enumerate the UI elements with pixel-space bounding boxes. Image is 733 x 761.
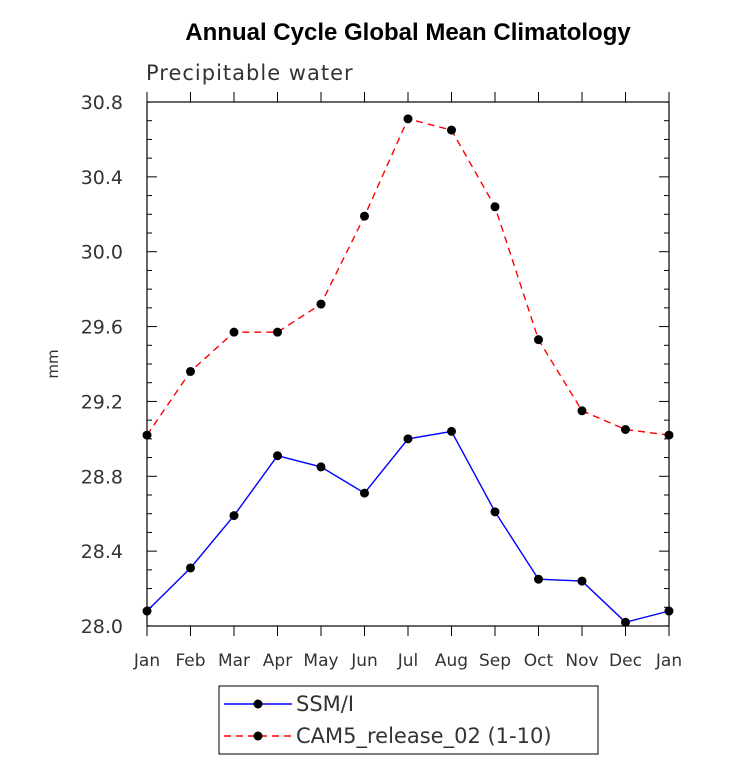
- x-tick-label: Oct: [524, 651, 554, 671]
- series-1-point: [403, 114, 413, 124]
- y-tick-label: 29.2: [81, 391, 123, 413]
- plot-axes: [146, 92, 670, 636]
- series-0-point: [316, 462, 326, 472]
- series-0-point: [447, 426, 456, 436]
- chart-title: Annual Cycle Global Mean Climatology: [185, 19, 631, 46]
- series-1-point: [664, 430, 674, 440]
- series-0-point: [273, 451, 282, 461]
- x-tick-label: Aug: [435, 651, 468, 671]
- y-tick-label: 30.8: [81, 92, 123, 114]
- series-1-point: [229, 327, 239, 337]
- x-tick-label: Jun: [350, 651, 378, 671]
- x-tick-label: Feb: [175, 651, 205, 671]
- x-tick-label: Apr: [263, 651, 292, 671]
- legend-label-cam5: CAM5_release_02 (1-10): [296, 724, 552, 749]
- x-tick-label: Dec: [609, 651, 642, 671]
- x-tick-label: May: [303, 651, 338, 671]
- series-0-point: [664, 606, 674, 616]
- x-tick-label: Mar: [218, 651, 250, 671]
- series-1-point: [621, 425, 630, 434]
- series-group: [142, 114, 674, 627]
- x-tick-label: Sep: [479, 651, 511, 671]
- x-tick-label: Jan: [133, 651, 160, 671]
- series-0-point: [142, 606, 152, 616]
- legend-label-ssmi: SSM/I: [296, 692, 354, 716]
- series-0-point: [577, 576, 587, 586]
- series-1-point: [534, 335, 543, 345]
- y-tick-label: 30.4: [81, 167, 123, 189]
- series-1-point: [316, 299, 326, 309]
- legend-marker-ssmi: [253, 699, 263, 709]
- y-axis-label: mm: [44, 349, 62, 378]
- series-0-point: [229, 511, 239, 521]
- y-tick-label: 28.4: [81, 541, 123, 563]
- x-tick-labels: Jan Feb Mar Apr May Jun Jul Aug Sep Oct Nov Dec Jan: [133, 651, 682, 671]
- y-tick-label: 30.0: [81, 242, 123, 264]
- chart-subtitle: Precipitable water: [146, 61, 354, 85]
- series-1-point: [577, 406, 587, 416]
- y-tick-label: 28.0: [81, 616, 123, 638]
- series-1-point: [273, 327, 282, 337]
- legend-box: [218, 685, 599, 755]
- legend: SSM/I CAM5_release_02 (1-10): [218, 685, 599, 755]
- x-tick-label: Jan: [655, 651, 682, 671]
- y-tick-label: 29.6: [81, 317, 123, 339]
- series-1-point: [142, 430, 152, 440]
- series-1-point: [186, 366, 195, 376]
- series-0-point: [490, 507, 500, 517]
- y-tick-label: 28.8: [81, 466, 123, 488]
- legend-marker-cam5: [253, 731, 263, 741]
- series-0-point: [534, 574, 543, 584]
- series-1-point: [360, 211, 369, 221]
- series-1-point: [447, 125, 456, 135]
- x-tick-label: Nov: [565, 651, 598, 671]
- plot-frame: [146, 101, 670, 627]
- series-0-point: [621, 617, 630, 627]
- series-line-0: [146, 430, 670, 624]
- x-tick-label: Jul: [397, 651, 419, 671]
- series-0-point: [186, 563, 195, 573]
- series-line-1: [146, 117, 670, 436]
- y-tick-labels: 28.0 28.4 28.8 29.2 29.6 30.0 30.4 30.8: [81, 92, 123, 638]
- series-0-point: [403, 434, 413, 444]
- series-0-point: [360, 488, 369, 498]
- series-1-point: [490, 202, 500, 212]
